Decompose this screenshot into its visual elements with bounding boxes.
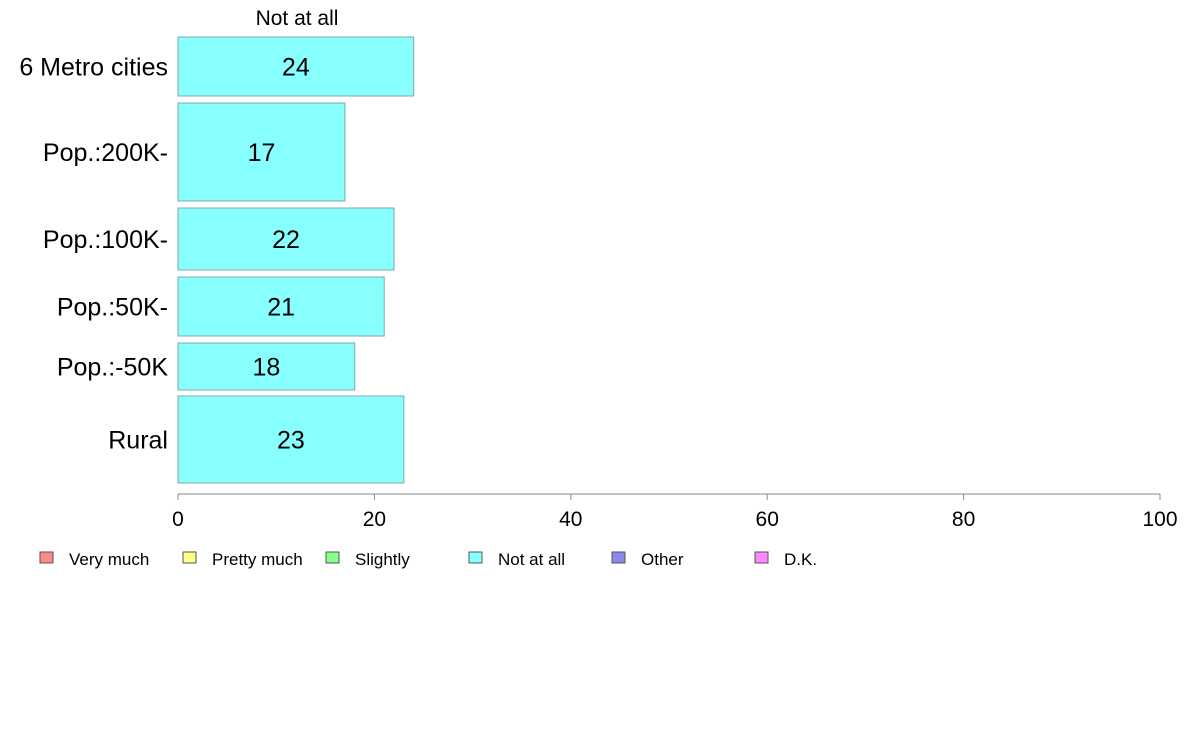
category-label: Pop.:-50K xyxy=(57,354,169,382)
bar-2 xyxy=(177,102,346,202)
legend-label: D.K. xyxy=(784,550,817,569)
legend-swatch xyxy=(325,551,340,564)
legend-label: Very much xyxy=(69,550,149,569)
x-axis: 0 20 40 60 80 100 xyxy=(172,493,1178,531)
legend-label: Slightly xyxy=(355,550,410,569)
legend-swatch xyxy=(182,551,197,564)
legend-item: D.K. xyxy=(754,550,817,569)
legend-item: Slightly xyxy=(325,550,410,569)
legend-item: Not at all xyxy=(468,550,565,569)
x-tick-label: 100 xyxy=(1142,508,1177,531)
bar-value-label: 23 xyxy=(277,427,305,455)
bar-3 xyxy=(177,207,395,271)
bar-value-label: 21 xyxy=(267,294,295,322)
x-tick-label: 60 xyxy=(756,508,779,531)
legend-swatch xyxy=(611,551,626,564)
legend-label: Other xyxy=(641,550,684,569)
bar-4 xyxy=(177,276,385,337)
category-label: Pop.:50K- xyxy=(57,294,168,322)
legend-swatch xyxy=(468,551,483,564)
legend: Very much Pretty much Slightly Not at all Ot… xyxy=(39,550,817,569)
category-label: Pop.:100K- xyxy=(43,226,168,254)
legend-item: Pretty much xyxy=(182,550,303,569)
legend-item: Other xyxy=(611,550,684,569)
legend-swatch xyxy=(39,551,54,564)
x-tick-label: 40 xyxy=(559,508,582,531)
bar-6 xyxy=(177,395,405,484)
legend-label: Pretty much xyxy=(212,550,303,569)
bar-value-label: 17 xyxy=(248,139,276,167)
legend-label: Not at all xyxy=(498,550,565,569)
bar-value-label: 18 xyxy=(252,354,280,382)
legend-item: Very much xyxy=(39,550,149,569)
category-label: Rural xyxy=(108,427,168,455)
category-label: 6 Metro cities xyxy=(19,54,168,82)
bar-value-label: 24 xyxy=(282,54,310,82)
bar-value-label: 22 xyxy=(272,226,300,254)
bar-5 xyxy=(177,342,356,391)
x-tick-label: 20 xyxy=(363,508,386,531)
legend-swatch xyxy=(754,551,769,564)
x-tick-label: 0 xyxy=(172,508,184,531)
category-label: Pop.:200K- xyxy=(43,139,168,167)
bars-layer: 24 6 Metro cities 17 Pop.:200K- 22 Pop.:100K-… xyxy=(19,36,415,484)
column-title: Not at all xyxy=(256,7,339,30)
x-tick-label: 80 xyxy=(952,508,975,531)
bar-1 xyxy=(177,36,415,97)
